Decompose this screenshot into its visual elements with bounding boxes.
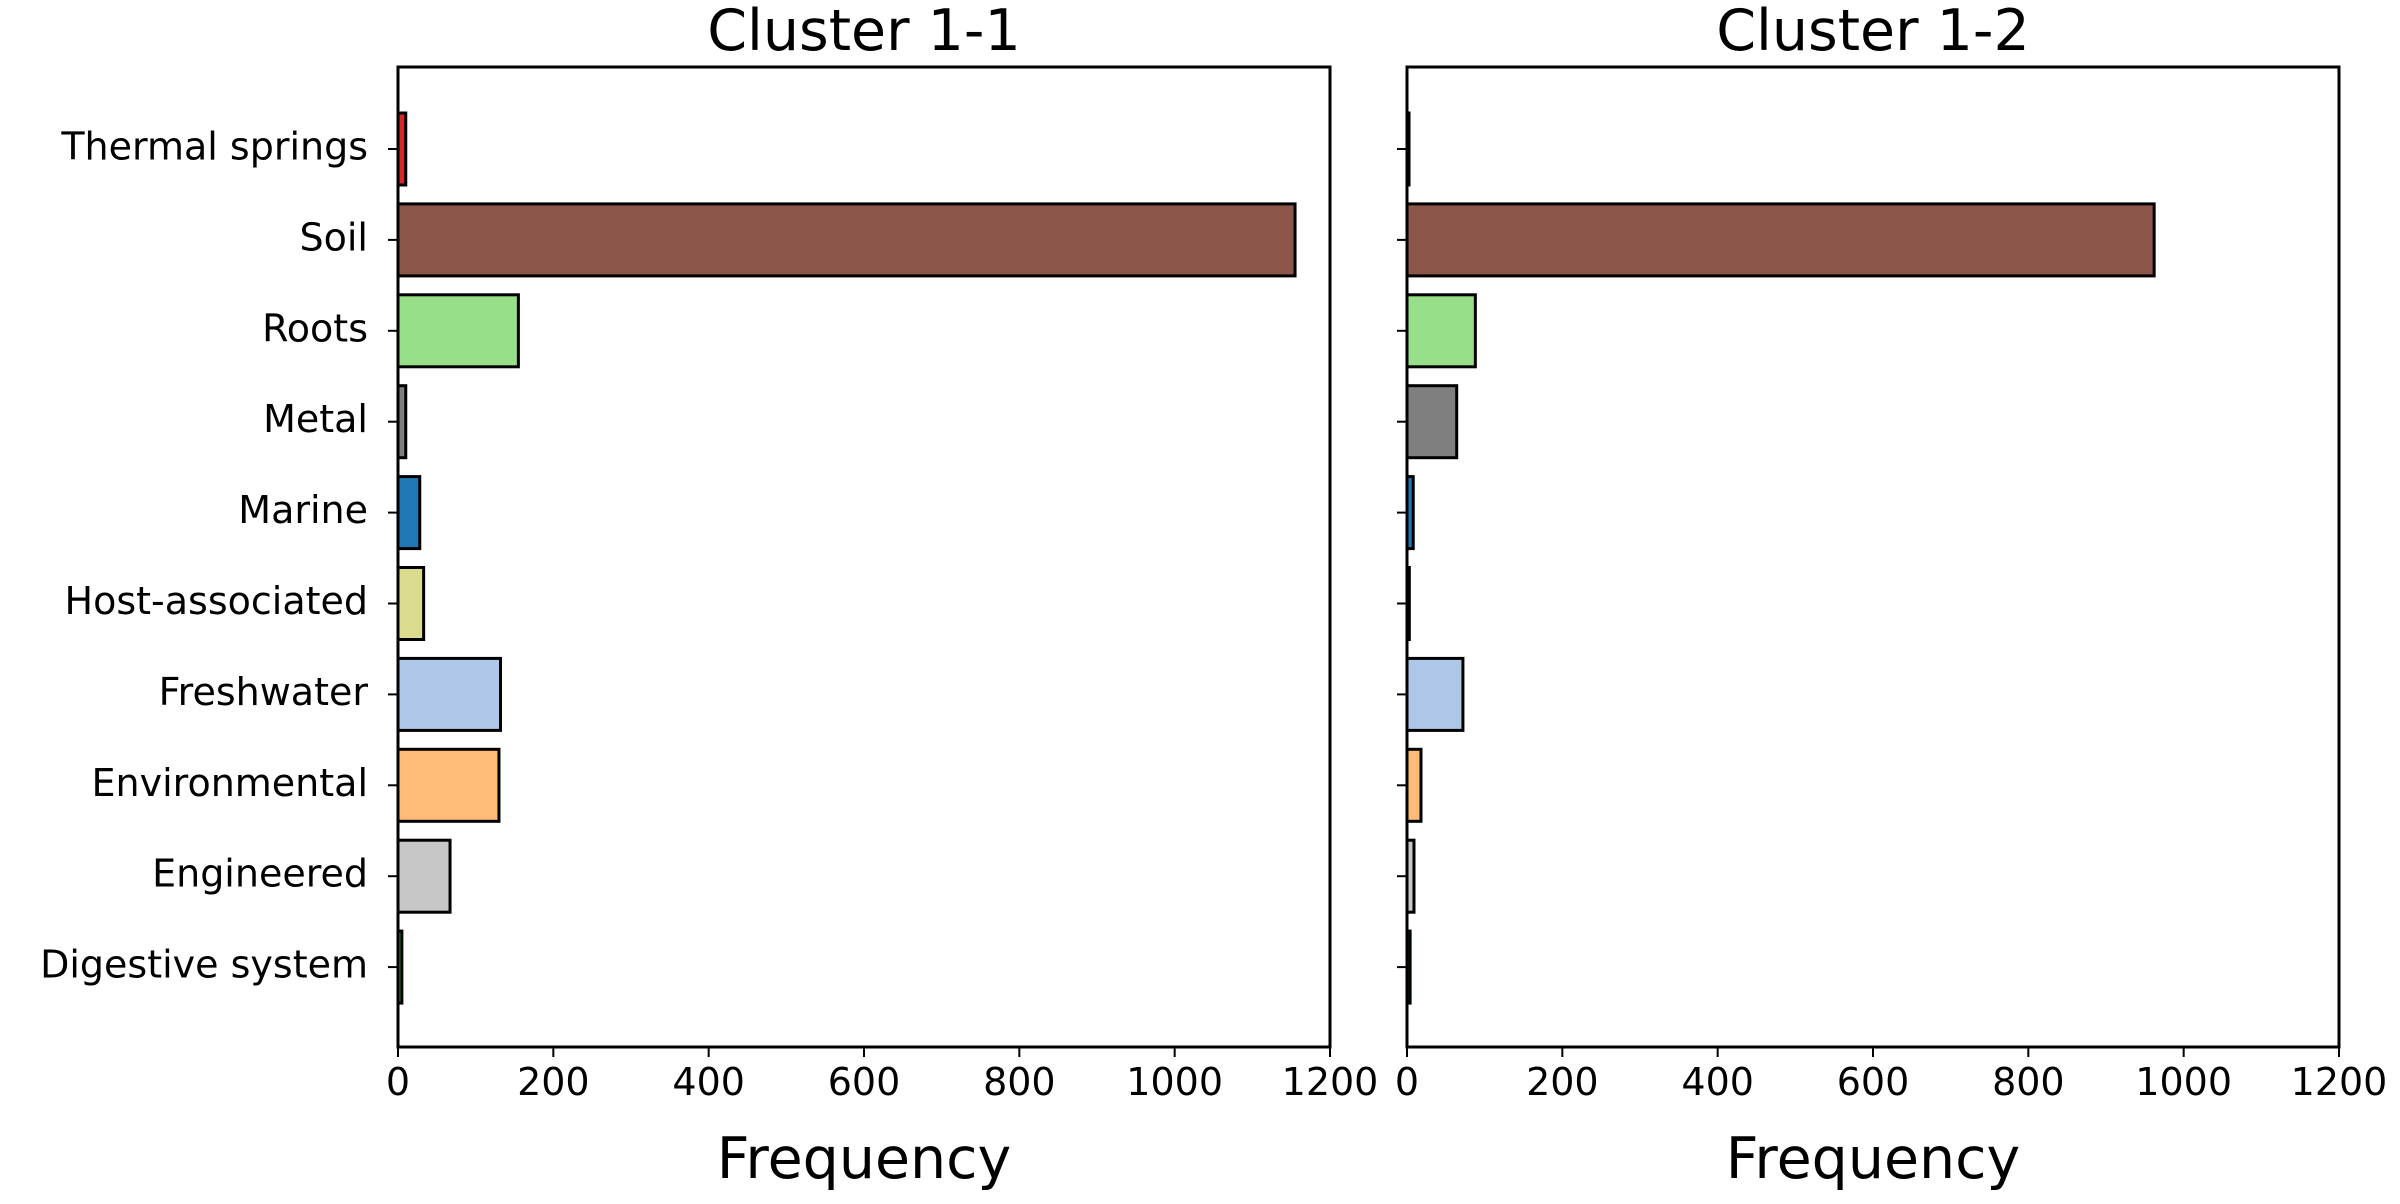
bar-metal (1405, 384, 1459, 460)
chart-panel-2: 0 200 400 600 800 1000 1200 Cluster 1-2 Frequenc… (1395, 0, 2387, 1192)
x-tick-label: 400 (672, 1060, 745, 1104)
x-tick-label: 400 (1681, 1060, 1754, 1104)
x-axis-label: Frequency (717, 1126, 1011, 1192)
y-tick-label: Engineered (152, 852, 368, 896)
x-tick-label: 800 (1992, 1060, 2065, 1104)
x-tick-label: 600 (1837, 1060, 1910, 1104)
chart-title: Cluster 1-2 (1716, 0, 2030, 64)
bar-marine (396, 475, 422, 551)
y-tick-label: Marine (238, 488, 368, 532)
x-tick-label: 800 (983, 1060, 1056, 1104)
x-tick-label: 200 (1526, 1060, 1599, 1104)
bar-environmental (396, 747, 501, 823)
x-tick-label: 1200 (1282, 1060, 1379, 1104)
y-tick-label: Digestive system (40, 943, 368, 987)
x-tick-label: 200 (517, 1060, 590, 1104)
chart-panel-1: Thermal springs Soil Roots Metal Marine Host-… (40, 0, 1378, 1192)
bar-roots (396, 293, 520, 369)
x-tick-label: 0 (1395, 1060, 1419, 1104)
y-tick-label: Roots (262, 306, 368, 350)
bar-soil (1405, 202, 2156, 278)
bar-environmental (1405, 747, 1423, 823)
bar-freshwater (396, 656, 503, 732)
bar-engineered (396, 838, 452, 914)
y-tick-label: Thermal springs (60, 125, 368, 169)
x-tick-label: 1000 (2135, 1060, 2232, 1104)
x-tick-label: 0 (386, 1060, 410, 1104)
y-tick-label: Host-associated (65, 579, 369, 623)
y-tick-label: Metal (263, 397, 368, 441)
bar-host-associated (396, 566, 426, 641)
y-tick-label: Soil (300, 215, 369, 259)
bar-soil (396, 202, 1297, 278)
bar-freshwater (1405, 656, 1465, 732)
chart-title: Cluster 1-1 (707, 0, 1021, 64)
x-tick-label: 1200 (2291, 1060, 2388, 1104)
y-tick-label: Freshwater (159, 670, 369, 714)
x-axis-label: Frequency (1726, 1126, 2020, 1192)
x-tick-label: 1000 (1126, 1060, 1223, 1104)
x-tick-label: 600 (828, 1060, 901, 1104)
y-tick-label: Environmental (92, 761, 368, 805)
bar-roots (1405, 293, 1477, 369)
